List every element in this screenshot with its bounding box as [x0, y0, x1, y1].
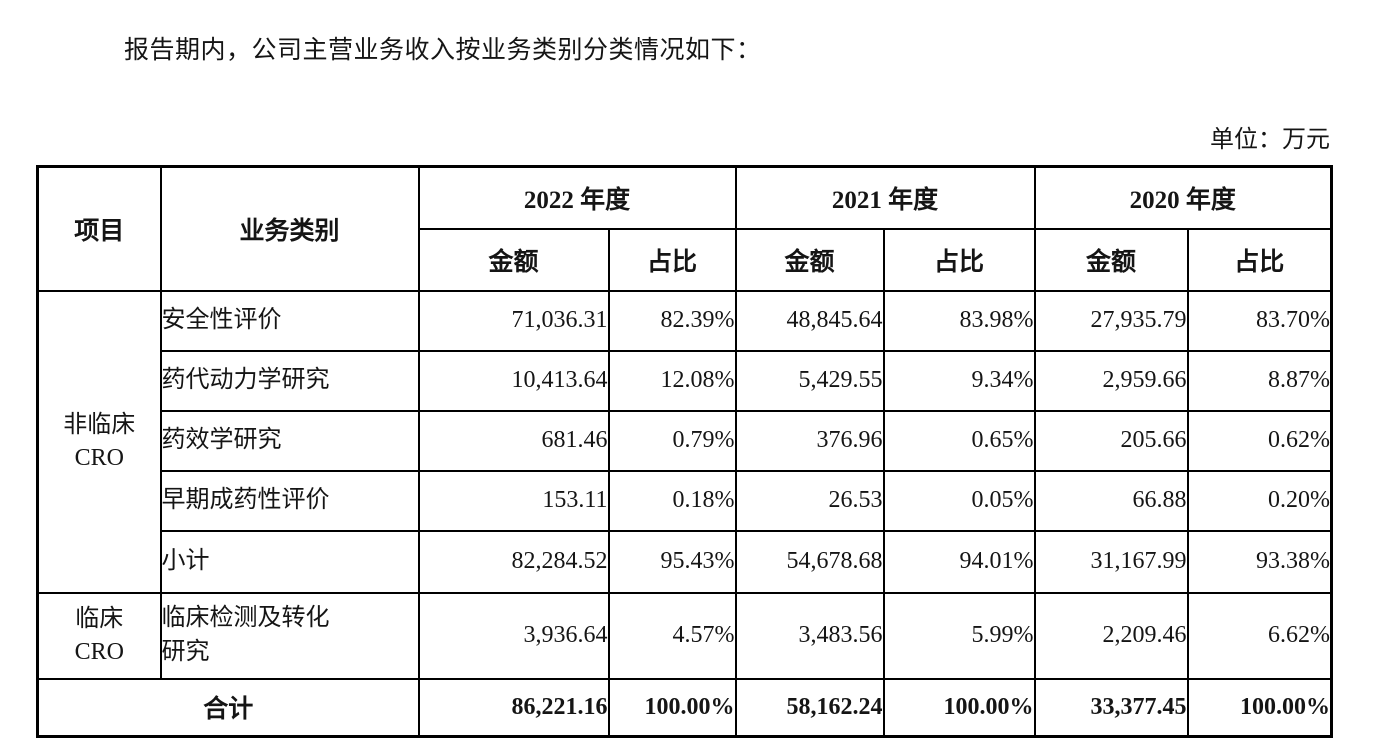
ratio-2022-cell: 0.79% [607, 409, 737, 472]
intro-paragraph: 报告期内，公司主营业务收入按业务类别分类情况如下： [124, 37, 762, 64]
ratio-2021-cell: 9.34% [882, 349, 1036, 412]
total-amount-2020-cell: 33,377.45 [1033, 677, 1189, 738]
ratio-2022-cell: 82.39% [607, 289, 737, 352]
amount-2022-cell: 10,413.64 [417, 349, 610, 412]
ratio-2020-cell: 0.20% [1186, 469, 1333, 532]
amount-2020-cell: 66.88 [1033, 469, 1189, 532]
category-cell: 小计 [159, 529, 420, 594]
amount-2022-cell: 681.46 [417, 409, 610, 472]
ratio-2020-cell: 93.38% [1186, 529, 1333, 594]
amount-2021-cell: 54,678.68 [734, 529, 885, 594]
table-row: 药效学研究 681.46 0.79% 376.96 0.65% 205.66 0… [38, 409, 1333, 472]
category-cell: 药效学研究 [159, 409, 420, 472]
amount-2020-cell: 2,209.46 [1033, 591, 1189, 680]
ratio-2020-cell: 0.62% [1186, 409, 1333, 472]
total-amount-2021-cell: 58,162.24 [734, 677, 885, 738]
ratio-2021-cell: 5.99% [882, 591, 1036, 680]
col-header-item: 项目 [36, 165, 162, 292]
amount-2021-cell: 5,429.55 [734, 349, 885, 412]
col-header-amount-2021: 金额 [734, 227, 885, 292]
category-cell: 安全性评价 [159, 289, 420, 352]
amount-2021-cell: 26.53 [734, 469, 885, 532]
ratio-2020-cell: 83.70% [1186, 289, 1333, 352]
col-header-ratio-2021: 占比 [882, 227, 1036, 292]
ratio-2022-cell: 95.43% [607, 529, 737, 594]
ratio-2021-cell: 0.05% [882, 469, 1036, 532]
ratio-2022-cell: 12.08% [607, 349, 737, 412]
ratio-2021-cell: 83.98% [882, 289, 1036, 352]
ratio-2021-cell: 0.65% [882, 409, 1036, 472]
table-row: 早期成药性评价 153.11 0.18% 26.53 0.05% 66.88 0… [38, 469, 1333, 532]
col-header-ratio-2022: 占比 [607, 227, 737, 292]
ratio-2020-cell: 8.87% [1186, 349, 1333, 412]
total-ratio-2022-cell: 100.00% [607, 677, 737, 738]
revenue-by-category-table: 项目 业务类别 2022 年度 2021 年度 2020 年度 金额 占比 金额… [36, 165, 1334, 738]
table-row: 非临床 CRO 安全性评价 71,036.31 82.39% 48,845.64… [36, 289, 1333, 594]
total-ratio-2021-cell: 100.00% [882, 677, 1036, 738]
ratio-2022-cell: 0.18% [607, 469, 737, 532]
col-header-amount-2020: 金额 [1033, 227, 1189, 292]
table-row-total: 合计 86,221.16 100.00% 58,162.24 100.00% 3… [36, 677, 1333, 738]
amount-2021-cell: 48,845.64 [734, 289, 885, 352]
category-cell: 药代动力学研究 [159, 349, 420, 412]
ratio-2020-cell: 6.62% [1186, 591, 1333, 680]
table-row-subtotal: 小计 82,284.52 95.43% 54,678.68 94.01% 31,… [38, 529, 1333, 594]
col-header-year-2020: 2020 年度 [1033, 165, 1333, 230]
amount-2022-cell: 3,936.64 [417, 591, 610, 680]
amount-2020-cell: 205.66 [1033, 409, 1189, 472]
ratio-2021-cell: 94.01% [882, 529, 1036, 594]
amount-2020-cell: 31,167.99 [1033, 529, 1189, 594]
category-cell: 临床检测及转化 研究 [159, 591, 420, 680]
table-row: 药代动力学研究 10,413.64 12.08% 5,429.55 9.34% … [38, 349, 1333, 412]
table-row: 临床 CRO 临床检测及转化 研究 3,936.64 4.57% 3,483.5… [36, 591, 1333, 680]
ratio-2022-cell: 4.57% [607, 591, 737, 680]
col-header-amount-2022: 金额 [417, 227, 610, 292]
category-cell: 早期成药性评价 [159, 469, 420, 532]
total-ratio-2020-cell: 100.00% [1186, 677, 1333, 738]
group-label-clinical-cro: 临床 CRO [36, 591, 162, 680]
amount-2020-cell: 2,959.66 [1033, 349, 1189, 412]
amount-2021-cell: 3,483.56 [734, 591, 885, 680]
col-header-year-2021: 2021 年度 [734, 165, 1036, 230]
total-label-cell: 合计 [36, 677, 420, 738]
col-header-ratio-2020: 占比 [1186, 227, 1333, 292]
amount-2022-cell: 153.11 [417, 469, 610, 532]
unit-label: 单位：万元 [1210, 127, 1330, 153]
amount-2021-cell: 376.96 [734, 409, 885, 472]
col-header-year-2022: 2022 年度 [417, 165, 737, 230]
amount-2020-cell: 27,935.79 [1033, 289, 1189, 352]
amount-2022-cell: 71,036.31 [417, 289, 610, 352]
group-label-nonclinical-cro: 非临床 CRO [36, 289, 162, 594]
total-amount-2022-cell: 86,221.16 [417, 677, 610, 738]
amount-2022-cell: 82,284.52 [417, 529, 610, 594]
col-header-category: 业务类别 [159, 165, 420, 292]
